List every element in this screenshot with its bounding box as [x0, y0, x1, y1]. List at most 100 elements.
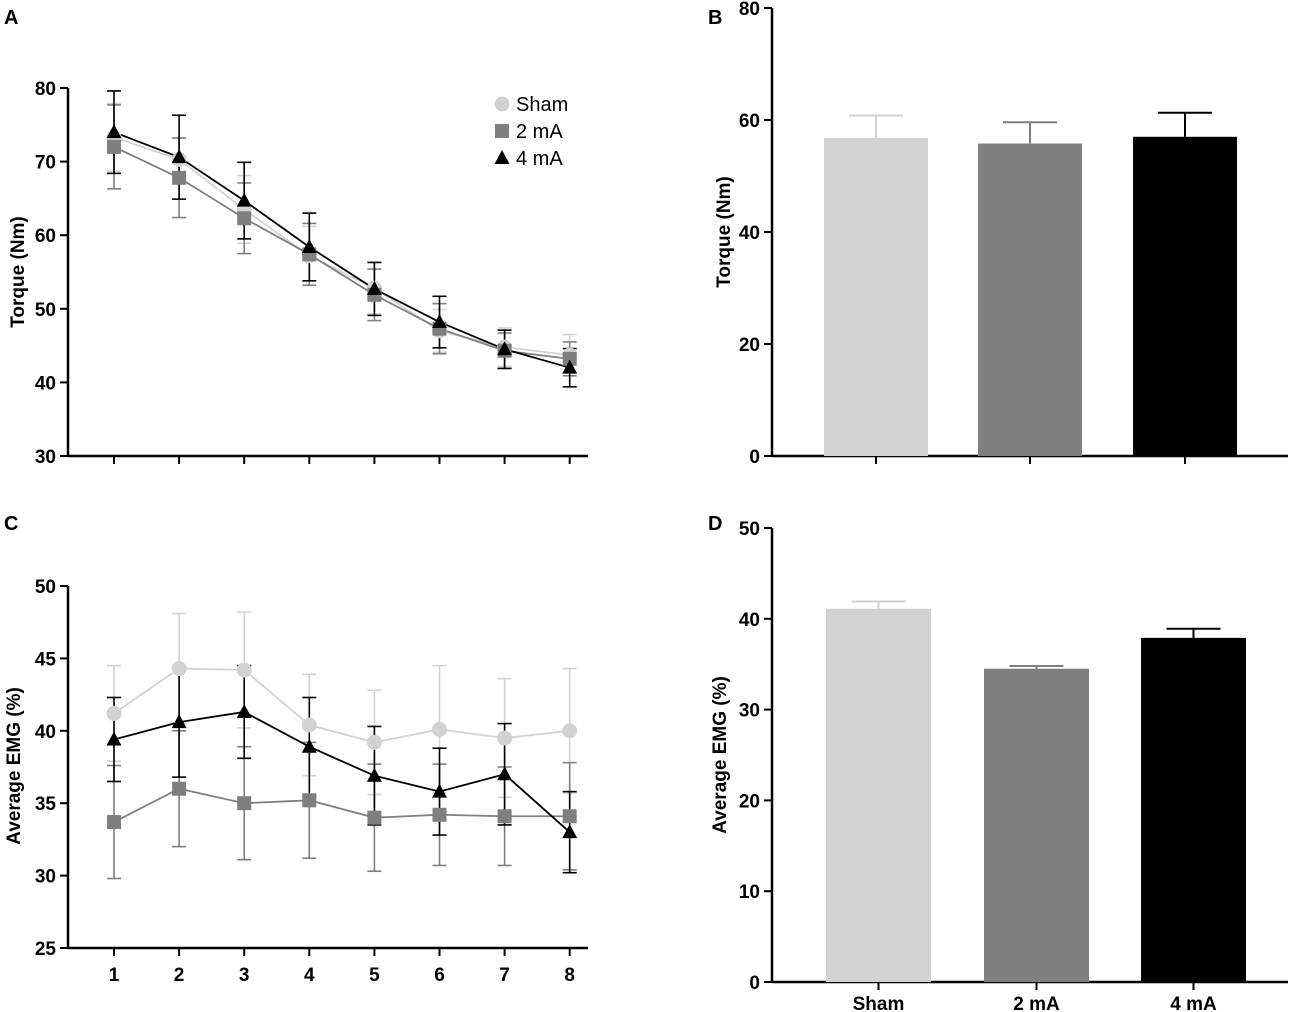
- series-line-2-ma: [113, 787, 570, 823]
- y-tick-label: 30: [35, 447, 56, 468]
- data-point-2-ma: [495, 124, 509, 138]
- y-tick-label: 0: [749, 973, 760, 994]
- panel-letter: C: [4, 513, 18, 535]
- y-tick-label: 40: [35, 373, 56, 394]
- y-tick-label: 80: [739, 0, 760, 20]
- y-axis-label: Torque (Nm): [714, 176, 735, 288]
- series-line-sham: [113, 667, 570, 744]
- legend-label-2-ma: 2 mA: [516, 121, 563, 143]
- data-point-4-ma: [562, 359, 578, 374]
- x-tick-label: 4 mA: [1170, 994, 1217, 1012]
- panel-d: 0 10 20 30 40 50 Average EMG (%) D Sham 2 mA 4 mA: [708, 513, 1288, 1012]
- x-tick-label: 2: [174, 965, 185, 986]
- y-tick-label: 60: [739, 111, 760, 132]
- series-line-4-ma: [113, 131, 570, 369]
- data-point-4-ma: [171, 149, 187, 164]
- data-point-2-ma: [497, 809, 512, 824]
- y-tick-label: 25: [35, 939, 57, 960]
- y-tick-label: 60: [35, 226, 56, 247]
- data-point-4-ma: [366, 767, 382, 782]
- bar-sham: [824, 137, 928, 457]
- data-point-sham: [432, 721, 447, 737]
- y-axis-label: Average EMG (%): [710, 676, 731, 834]
- x-tick-label: 3: [239, 965, 250, 986]
- bar-4-ma: [1141, 637, 1246, 982]
- y-tick-label: 40: [35, 722, 56, 743]
- data-point-sham: [236, 662, 252, 678]
- data-point-4-ma: [494, 150, 510, 164]
- data-point-2-ma: [302, 793, 317, 808]
- data-point-sham: [301, 717, 317, 733]
- bar-2-ma: [984, 668, 1089, 982]
- series-line-sham: [113, 136, 570, 357]
- data-point-2-ma: [237, 796, 252, 811]
- panel-letter: D: [708, 513, 722, 535]
- data-point-4-ma: [497, 766, 513, 781]
- y-tick-label: 50: [35, 577, 56, 598]
- data-point-4-ma: [562, 824, 578, 839]
- data-point-4-ma: [432, 783, 447, 798]
- data-point-4-ma: [366, 280, 382, 295]
- y-tick-label: 70: [35, 153, 56, 174]
- data-point-2-ma: [432, 807, 447, 822]
- x-tick-label: Sham: [853, 994, 905, 1012]
- x-tick-label: 2 mA: [1013, 994, 1060, 1012]
- data-point-2-ma: [562, 809, 577, 824]
- x-tick-label: 8: [564, 965, 575, 986]
- data-point-sham: [106, 705, 122, 721]
- data-point-4-ma: [432, 314, 447, 329]
- y-tick-label: 35: [35, 794, 57, 815]
- data-point-sham: [497, 730, 513, 746]
- data-point-sham: [494, 96, 510, 112]
- data-point-4-ma: [106, 124, 122, 139]
- data-point-sham: [171, 661, 187, 677]
- y-tick-label: 20: [739, 791, 760, 812]
- bar-sham: [826, 608, 931, 982]
- data-point-4-ma: [106, 731, 122, 746]
- y-tick-label: 10: [739, 882, 760, 903]
- data-point-2-ma: [107, 139, 121, 154]
- data-point-4-ma: [301, 238, 317, 253]
- y-tick-label: 40: [739, 610, 760, 631]
- y-tick-label: 40: [739, 223, 760, 244]
- panel-b: 0 20 40 60 80 Torque (Nm) B: [708, 0, 1288, 468]
- legend: Sham 2 mA 4 mA: [494, 94, 568, 170]
- y-tick-label: 30: [35, 867, 56, 888]
- data-point-4-ma: [301, 738, 317, 753]
- panel-a: 30 40 50 60 70 80 Torque (Nm) A Sham 2 mA 4 mA: [4, 7, 588, 468]
- data-point-4-ma: [236, 192, 252, 207]
- data-point-2-ma: [562, 351, 577, 366]
- data-point-4-ma: [171, 714, 187, 729]
- data-point-2-ma: [172, 781, 187, 796]
- x-tick-label: 6: [434, 965, 445, 986]
- series-line-4-ma: [113, 711, 571, 833]
- x-tick-label: 5: [369, 965, 380, 986]
- y-tick-label: 50: [35, 300, 56, 321]
- panel-letter: A: [4, 7, 18, 29]
- y-tick-label: 50: [739, 519, 760, 540]
- data-point-4-ma: [236, 703, 252, 718]
- y-tick-label: 30: [739, 701, 760, 722]
- y-tick-label: 80: [35, 79, 56, 100]
- x-tick-label: 4: [304, 965, 315, 986]
- y-axis-label: Torque (Nm): [8, 216, 29, 328]
- data-point-4-ma: [497, 341, 513, 356]
- data-point-2-ma: [367, 810, 382, 825]
- bar-2-ma: [978, 143, 1082, 456]
- data-point-2-ma: [237, 211, 252, 226]
- x-tick-label: 7: [499, 965, 510, 986]
- y-tick-label: 45: [35, 649, 57, 670]
- legend-label-sham: Sham: [516, 94, 568, 116]
- panel-letter: B: [708, 7, 722, 29]
- data-point-2-ma: [107, 815, 121, 830]
- y-tick-label: 0: [749, 447, 760, 468]
- y-tick-label: 20: [739, 335, 760, 356]
- x-tick-label: 1: [109, 965, 120, 986]
- data-point-sham: [562, 723, 578, 739]
- y-axis-label: Average EMG (%): [4, 687, 25, 845]
- legend-label-4-ma: 4 mA: [516, 148, 563, 170]
- data-point-sham: [366, 734, 382, 750]
- series-line-2-ma: [113, 146, 570, 360]
